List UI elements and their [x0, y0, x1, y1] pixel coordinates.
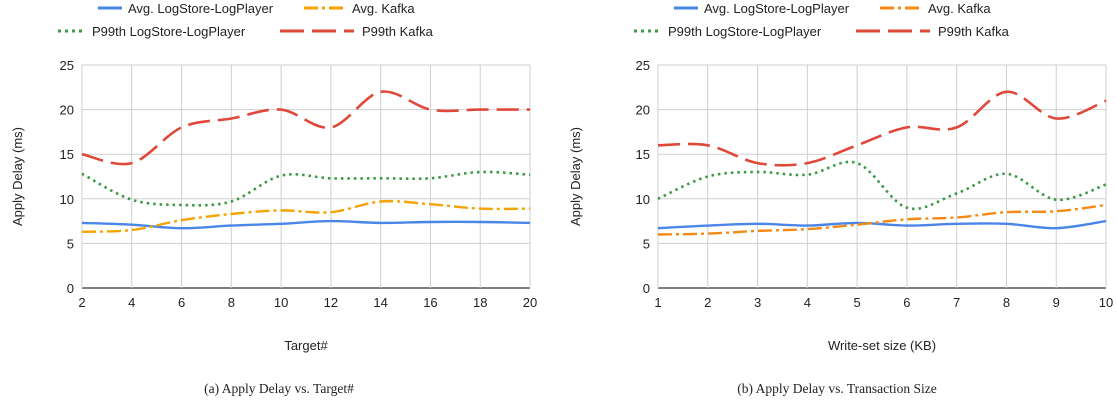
y-tick-label: 5	[643, 236, 650, 251]
legend-label: Avg. LogStore-LogPlayer	[128, 1, 274, 16]
chart-a-svg: 0 5 10 15 20 25 2 4 6 8 10 12 14 16 18 20 Target# Apply D…	[10, 1, 537, 353]
y-tick-label: 15	[60, 147, 74, 162]
y-tick-label: 25	[636, 58, 650, 73]
x-tick-label: 7	[953, 295, 960, 310]
y-tick-label: 25	[60, 58, 74, 73]
y-tick-label: 0	[67, 281, 74, 296]
chart-panel-b: 0 5 10 15 20 25 1 2 3 4 5 6 7 8 9 10 Write-set size (KB)…	[558, 0, 1116, 410]
chart-b-svg: 0 5 10 15 20 25 1 2 3 4 5 6 7 8 9 10 Write-set size (KB)…	[568, 1, 1113, 353]
series-line-3	[657, 160, 1107, 211]
x-tick-label: 18	[473, 295, 487, 310]
x-tick-label: 10	[1099, 295, 1113, 310]
x-tick-label: 6	[903, 295, 910, 310]
legend-label: P99th LogStore-LogPlayer	[668, 24, 822, 39]
series-line-2	[81, 199, 531, 233]
legend-label: Avg. Kafka	[352, 1, 415, 16]
x-tick-label: 1	[654, 295, 661, 310]
y-tick-label: 10	[636, 192, 650, 207]
x-axis-label: Write-set size (KB)	[828, 338, 936, 353]
x-tick-label: 16	[423, 295, 437, 310]
x-tick-label: 4	[804, 295, 811, 310]
x-tick-label: 4	[128, 295, 135, 310]
x-tick-label: 6	[178, 295, 185, 310]
x-tick-label: 12	[324, 295, 338, 310]
x-tick-label: 2	[78, 295, 85, 310]
y-tick-label: 20	[636, 103, 650, 118]
y-tick-label: 15	[636, 147, 650, 162]
y-tick-label: 0	[643, 281, 650, 296]
x-tick-label: 8	[228, 295, 235, 310]
x-axis-label: Target#	[284, 338, 328, 353]
x-tick-label: 3	[754, 295, 761, 310]
y-axis-label: Apply Delay (ms)	[10, 127, 25, 226]
y-axis-label: Apply Delay (ms)	[568, 127, 583, 226]
chart-a-caption: (a) Apply Delay vs. Target#	[204, 381, 354, 396]
legend-label: P99th Kafka	[362, 24, 434, 39]
x-tick-label: 14	[373, 295, 387, 310]
series-line-2	[657, 203, 1107, 236]
x-tick-label: 20	[523, 295, 537, 310]
y-tick-label: 10	[60, 192, 74, 207]
chart-b-caption: (b) Apply Delay vs. Transaction Size	[737, 381, 937, 396]
x-tick-label: 2	[704, 295, 711, 310]
y-tick-label: 20	[60, 103, 74, 118]
series-line-4	[81, 90, 530, 166]
legend-label: Avg. Kafka	[928, 1, 991, 16]
series-line-3	[81, 170, 531, 207]
series-line-4	[657, 90, 1107, 167]
legend-label: P99th LogStore-LogPlayer	[92, 24, 246, 39]
x-tick-label: 9	[1053, 295, 1060, 310]
chart-panel-a: 0 5 10 15 20 25 2 4 6 8 10 12 14 16 18 20 Target# Apply D…	[10, 1, 537, 396]
legend-label: P99th Kafka	[938, 24, 1010, 39]
y-tick-label: 5	[67, 236, 74, 251]
series-line-1	[81, 219, 531, 230]
series-line-1	[657, 219, 1107, 230]
x-tick-label: 5	[853, 295, 860, 310]
x-tick-label: 8	[1003, 295, 1010, 310]
legend-label: Avg. LogStore-LogPlayer	[704, 1, 850, 16]
x-tick-label: 10	[274, 295, 288, 310]
